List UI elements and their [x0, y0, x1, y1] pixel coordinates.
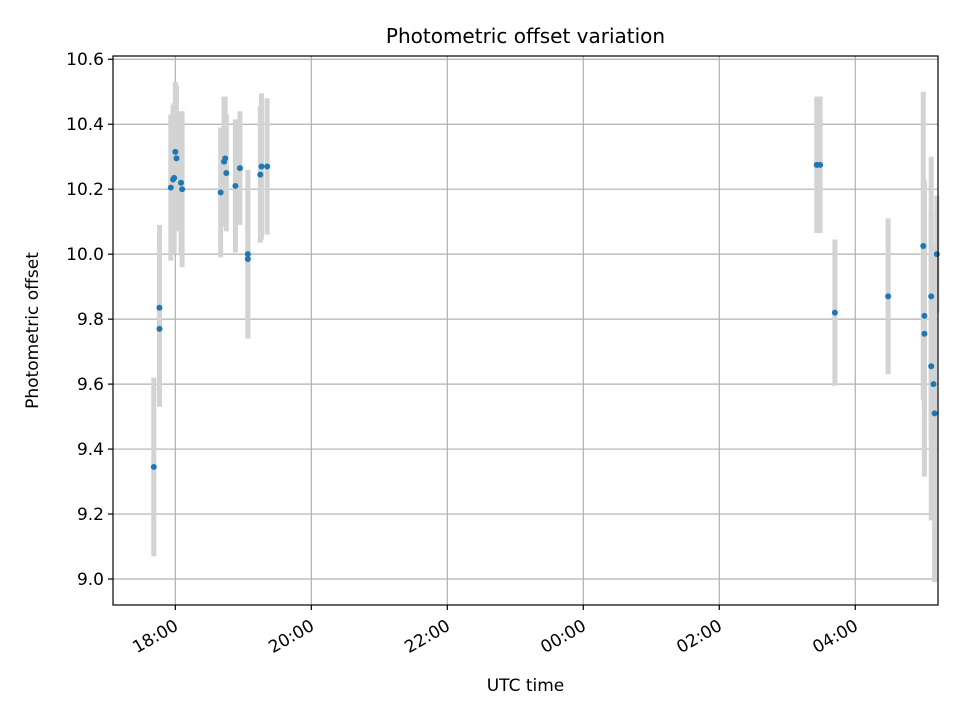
data-point: [177, 179, 184, 186]
y-tick-label: 9.6: [77, 375, 104, 395]
data-points: [150, 148, 940, 470]
y-tick-label: 10.4: [66, 115, 104, 135]
y-tick-label: 9.8: [77, 310, 104, 330]
data-point: [244, 251, 251, 258]
data-point: [167, 184, 174, 191]
data-point: [171, 174, 178, 181]
data-point: [921, 330, 928, 337]
y-tick-label: 9.4: [77, 440, 104, 460]
x-tick-label: 20:00: [265, 616, 317, 658]
data-point: [831, 309, 838, 316]
data-point: [179, 186, 186, 193]
x-tick-label: 02:00: [673, 616, 725, 658]
data-point: [264, 163, 271, 170]
data-point: [928, 363, 935, 370]
y-axis-label: Photometric offset: [23, 252, 43, 409]
data-point: [817, 161, 824, 168]
y-tick-label: 9.0: [77, 570, 104, 590]
data-point: [885, 293, 892, 300]
data-point: [150, 463, 157, 470]
chart-title: Photometric offset variation: [386, 24, 665, 48]
y-tick-label: 10.2: [66, 180, 104, 200]
x-tick-label: 22:00: [401, 616, 453, 658]
y-tick-label: 10.0: [66, 245, 104, 265]
x-tick-label: 00:00: [537, 616, 589, 658]
data-point: [257, 171, 264, 178]
data-point: [156, 325, 163, 332]
data-point: [928, 293, 935, 300]
data-point: [930, 381, 937, 388]
data-point: [223, 169, 230, 176]
y-tick-label: 9.2: [77, 505, 104, 525]
x-axis-label: UTC time: [487, 676, 565, 696]
data-point: [173, 155, 180, 162]
x-tick-label: 04:00: [809, 616, 861, 658]
x-tick-label: 18:00: [129, 616, 181, 658]
plot-area-frame: [112, 55, 939, 606]
data-point: [222, 155, 229, 162]
data-point: [244, 256, 251, 263]
data-point: [236, 165, 243, 172]
data-point: [258, 163, 265, 170]
data-point: [920, 243, 927, 250]
y-tick-label: 10.6: [66, 50, 104, 70]
error-bars: [151, 81, 940, 583]
data-point: [156, 304, 163, 311]
data-point: [931, 410, 938, 417]
data-point: [217, 189, 224, 196]
data-point: [232, 182, 239, 189]
axis-ticks: 18:00 20:00 22:00 00:00 02:00 04:00 9.0 9.2 9.4 9…: [66, 50, 862, 658]
data-point: [172, 148, 179, 155]
data-point: [933, 251, 940, 258]
data-point: [921, 312, 928, 319]
